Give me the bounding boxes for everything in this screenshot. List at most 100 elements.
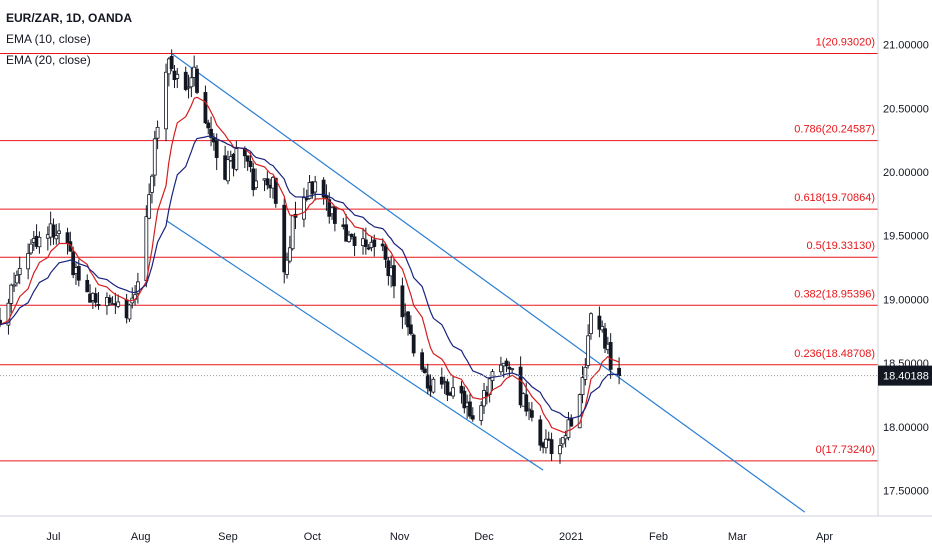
candle-body-135	[529, 410, 534, 418]
trend-channel	[165, 53, 806, 513]
candle-body-85	[332, 206, 337, 224]
chart-legend: EUR/ZAR, 1D, OANDA EMA (10, close) EMA (…	[6, 8, 132, 71]
candle-body-92	[363, 239, 368, 247]
candle-body-35	[135, 281, 140, 294]
candle-body-77	[304, 198, 309, 200]
candle-body-46	[183, 71, 188, 90]
candle-body-149	[586, 335, 591, 366]
candle-body-51	[203, 92, 208, 124]
legend-ema10[interactable]: EMA (10, close)	[6, 32, 91, 46]
candle-body-130	[510, 368, 515, 371]
candle-body-106	[420, 352, 425, 370]
candle-body-144	[566, 419, 571, 438]
ema20-line	[0, 135, 620, 420]
time-tick-label-0: Jul	[46, 531, 60, 543]
candle-body-156	[617, 367, 622, 377]
candle-body-141	[558, 445, 562, 455]
candle-body-13	[51, 224, 56, 238]
candle-body-152	[600, 325, 605, 331]
fib-label-5: 0.236(18.48708)	[794, 348, 875, 360]
candle-body-107	[423, 368, 427, 374]
candle-body-14	[54, 235, 59, 240]
candle-body-71	[282, 204, 287, 273]
time-axis-bg	[0, 516, 932, 550]
price-tick-label-1: 20.50000	[883, 103, 929, 115]
candle-body-21	[85, 279, 90, 293]
candle-body-2	[9, 284, 14, 304]
candle-body-45	[175, 73, 180, 79]
candle-body-104	[408, 324, 413, 335]
candle-body-55	[214, 140, 219, 158]
candle-body-50	[195, 68, 199, 93]
candle-body-63	[248, 160, 253, 168]
fib-label-2: 0.618(19.70864)	[794, 192, 875, 204]
candle-body-36	[144, 216, 149, 282]
time-axis: Jul Aug Sep Oct Nov Dec 2021 Feb Mar Apr	[0, 515, 932, 550]
candle-body-57	[226, 159, 230, 182]
candle-body-110	[431, 378, 436, 393]
candle-body-150	[589, 313, 593, 335]
candle-body-10	[37, 236, 42, 248]
price-tick-label-3: 19.50000	[883, 231, 929, 243]
fib-levels: 1(20.93020) 0.786(20.24587) 0.618(19.70864…	[0, 36, 878, 462]
legend-symbol[interactable]: EUR/ZAR, 1D, OANDA	[6, 11, 133, 25]
fib-label-3: 0.5(19.33130)	[807, 240, 876, 252]
candle-body-136	[538, 419, 543, 446]
last-price-badge-group: 18.40188	[0, 365, 932, 386]
candle-body-140	[549, 439, 554, 455]
candle-body-18	[71, 251, 76, 276]
candle-body-81	[321, 179, 326, 198]
candle-body-72	[285, 259, 289, 275]
candle-body-64	[251, 168, 256, 191]
candle-body-0	[0, 319, 2, 326]
candle-body-153	[603, 328, 607, 349]
candle-body-131	[518, 366, 523, 406]
candle-body-146	[577, 394, 582, 429]
time-tick-label-3: Oct	[304, 531, 321, 543]
time-tick-label-5: Dec	[474, 531, 494, 543]
candle-body-105	[411, 334, 416, 354]
legend-ema20[interactable]: EMA (20, close)	[6, 53, 91, 67]
candle-body-74	[290, 215, 295, 250]
candle-body-38	[150, 175, 154, 193]
fib-label-0: 1(20.93020)	[816, 36, 875, 48]
candle-body-108	[425, 374, 430, 389]
price-tick-label-6: 18.00000	[883, 422, 929, 434]
candle-body-25	[96, 304, 101, 306]
time-tick-label-9: Apr	[816, 531, 833, 543]
candle-body-43	[169, 55, 174, 69]
candle-body-48	[189, 77, 194, 88]
candle-body-97	[383, 246, 388, 260]
fib-label-4: 0.382(18.95396)	[794, 288, 875, 300]
candle-body-41	[164, 71, 168, 130]
candle-body-145	[569, 417, 574, 427]
candle-body-90	[352, 236, 357, 246]
candle-body-115	[451, 387, 455, 397]
fib-label-1: 0.786(20.24587)	[794, 124, 875, 136]
candle-body-15	[57, 230, 61, 234]
ema10-line	[0, 96, 620, 434]
candle-body-73	[287, 247, 292, 262]
candle-body-111	[439, 376, 444, 385]
time-tick-label-2: Sep	[218, 531, 238, 543]
candle-body-52	[206, 122, 211, 129]
candle-body-39	[152, 138, 157, 176]
candle-body-80	[313, 181, 318, 193]
candle-body-128	[504, 360, 509, 367]
candle-body-87	[344, 224, 349, 242]
candles	[0, 49, 622, 464]
candle-body-30	[116, 301, 121, 307]
candle-body-148	[583, 366, 588, 380]
candle-body-24	[93, 293, 98, 303]
candle-body-147	[580, 377, 585, 395]
candle-body-7	[29, 243, 33, 254]
candle-body-32	[127, 304, 132, 320]
price-tick-label-7: 17.50000	[883, 486, 929, 498]
candle-body-6	[26, 253, 31, 270]
candle-body-121	[479, 405, 484, 421]
candle-body-138	[544, 438, 548, 449]
time-tick-label-4: Nov	[390, 531, 410, 543]
candle-body-103	[406, 311, 410, 328]
